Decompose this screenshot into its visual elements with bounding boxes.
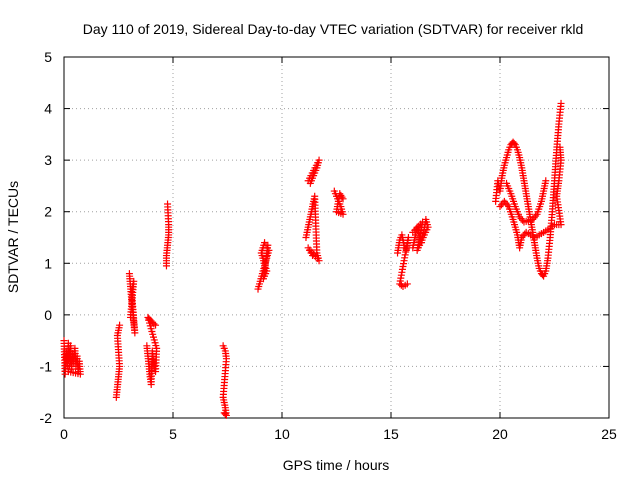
- x-tick-label: 5: [169, 426, 177, 442]
- x-tick-label: 10: [274, 426, 290, 442]
- data-point-plus-marker: [152, 321, 160, 329]
- y-tick-label: 2: [44, 204, 52, 220]
- x-tick-label: 15: [383, 426, 399, 442]
- x-tick-label: 25: [601, 426, 617, 442]
- data-point-plus-marker: [304, 177, 312, 185]
- y-tick-label: 3: [44, 152, 52, 168]
- data-point-plus-marker: [532, 212, 540, 220]
- data-point-plus-marker: [338, 193, 346, 201]
- data-point-plus-marker: [150, 320, 158, 328]
- x-tick-label: 0: [60, 426, 68, 442]
- y-tick-label: 5: [44, 49, 52, 65]
- data-point-plus-marker: [221, 410, 229, 418]
- data-points: [60, 99, 565, 419]
- axis-ticks: 0 5 10 15 20 25 -2 -1 0 1 2 3 4 5: [40, 49, 617, 442]
- y-tick-label: -1: [40, 358, 53, 374]
- data-point-plus-marker: [264, 241, 272, 249]
- data-point-plus-marker: [116, 321, 124, 329]
- data-point-plus-marker: [309, 252, 317, 260]
- data-point-plus-marker: [403, 280, 411, 288]
- x-axis-label: GPS time / hours: [283, 457, 390, 473]
- y-tick-label: -2: [40, 410, 53, 426]
- y-axis-label: SDTVAR / TECUs: [5, 181, 21, 293]
- data-point-plus-marker: [542, 177, 550, 185]
- data-point-plus-marker: [220, 409, 228, 417]
- data-point-plus-marker: [510, 139, 518, 147]
- data-point-plus-marker: [557, 99, 565, 107]
- plot-frame: [63, 56, 610, 419]
- data-point-plus-marker: [339, 195, 347, 203]
- data-point-plus-marker: [556, 143, 564, 151]
- data-point-plus-marker: [162, 262, 170, 270]
- y-tick-label: 0: [44, 307, 52, 323]
- data-point-plus-marker: [409, 228, 417, 236]
- data-point-plus-marker: [503, 201, 511, 209]
- chart-title: Day 110 of 2019, Sidereal Day-to-day VTE…: [83, 21, 584, 37]
- data-point-plus-marker: [62, 355, 70, 363]
- y-tick-label: 1: [44, 255, 52, 271]
- x-tick-label: 20: [492, 426, 508, 442]
- y-tick-label: 4: [44, 101, 52, 117]
- data-point-plus-marker: [126, 313, 134, 321]
